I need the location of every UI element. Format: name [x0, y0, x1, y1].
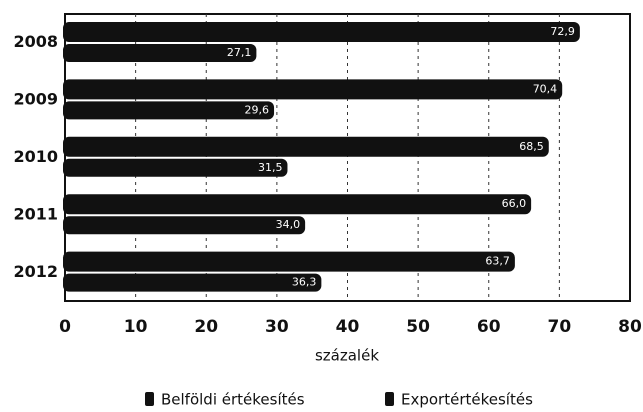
value-label: 63,7: [485, 255, 510, 268]
bar: [63, 136, 549, 157]
x-tick-label: 30: [265, 317, 289, 337]
legend-label: Belföldi értékesítés: [161, 391, 305, 409]
bar: [63, 101, 275, 120]
bar: [63, 194, 532, 215]
legend-label: Exportértékesítés: [401, 391, 533, 409]
y-tick-label: 2008: [13, 32, 58, 51]
x-tick-label: 10: [124, 317, 148, 337]
y-tick-label: 2010: [13, 147, 58, 166]
x-tick-label: 70: [548, 317, 572, 337]
value-label: 34,0: [276, 218, 301, 231]
value-label: 66,0: [502, 197, 527, 210]
bar: [63, 44, 257, 62]
bar: [63, 158, 288, 177]
bar: [63, 273, 322, 292]
legend-swatch: [145, 392, 154, 406]
value-label: 27,1: [227, 46, 252, 59]
y-tick-label: 2011: [13, 204, 58, 223]
x-tick-label: 80: [618, 317, 642, 337]
value-label: 68,5: [519, 140, 544, 153]
value-label: 29,6: [245, 103, 270, 116]
bar: [63, 216, 306, 235]
x-tick-label: 50: [406, 317, 430, 337]
x-tick-label: 0: [59, 317, 71, 337]
value-label: 36,3: [292, 276, 317, 289]
value-label: 70,4: [533, 82, 558, 95]
y-tick-label: 2012: [13, 262, 58, 281]
x-tick-label: 20: [194, 317, 218, 337]
x-tick-label: 40: [336, 317, 360, 337]
bar: [63, 251, 515, 272]
value-label: 72,9: [550, 25, 575, 38]
y-tick-label: 2009: [13, 90, 58, 109]
bar: [63, 79, 563, 100]
bar: [63, 22, 580, 42]
x-tick-label: 60: [477, 317, 501, 337]
x-axis-title: százalék: [315, 347, 379, 365]
value-label: 31,5: [258, 161, 283, 174]
legend-swatch: [385, 392, 394, 406]
